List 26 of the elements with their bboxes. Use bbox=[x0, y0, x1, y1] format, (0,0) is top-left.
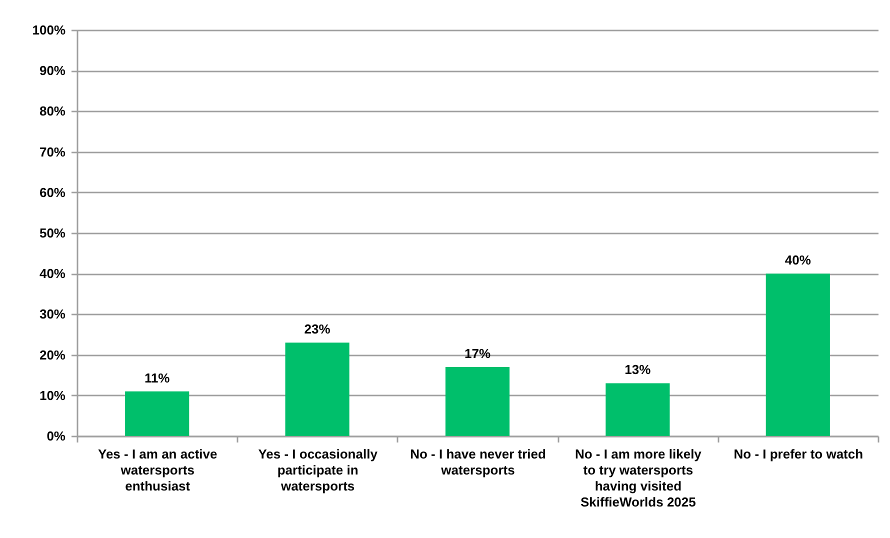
y-tick-label: 40% bbox=[39, 266, 66, 282]
y-tick-label: 100% bbox=[32, 22, 66, 38]
bar bbox=[125, 391, 190, 436]
y-tick-label: 90% bbox=[39, 63, 66, 78]
y-tick-label: 70% bbox=[39, 144, 66, 160]
bar bbox=[766, 274, 830, 436]
y-tick-label: 20% bbox=[39, 347, 66, 362]
x-tick-label: Yes - I occasionally participate in watersports bbox=[258, 446, 378, 494]
bar bbox=[606, 383, 670, 436]
bar bbox=[445, 366, 510, 436]
data-label: 40% bbox=[784, 252, 812, 268]
x-tick-label: No - I prefer to watch bbox=[734, 446, 864, 462]
bar bbox=[285, 342, 350, 436]
x-tick-label: No - I am more likely to try watersports having visited SkiffieWorlds 2025 bbox=[574, 446, 702, 510]
data-label: 23% bbox=[304, 322, 331, 337]
y-tick-label: 60% bbox=[39, 184, 66, 200]
y-tick-label: 80% bbox=[39, 104, 66, 119]
y-tick-label: 10% bbox=[39, 388, 66, 403]
data-label: 13% bbox=[624, 362, 652, 378]
y-tick-label: 50% bbox=[39, 226, 66, 240]
data-label: 17% bbox=[464, 346, 491, 361]
data-label: 11% bbox=[144, 370, 170, 386]
y-tick-label: 30% bbox=[39, 306, 66, 322]
y-tick-label: 0% bbox=[46, 428, 66, 444]
x-tick-label: No - I have never tried watersports bbox=[410, 446, 546, 478]
x-tick-label: Yes - I am an active watersports enthusiast bbox=[98, 446, 218, 494]
